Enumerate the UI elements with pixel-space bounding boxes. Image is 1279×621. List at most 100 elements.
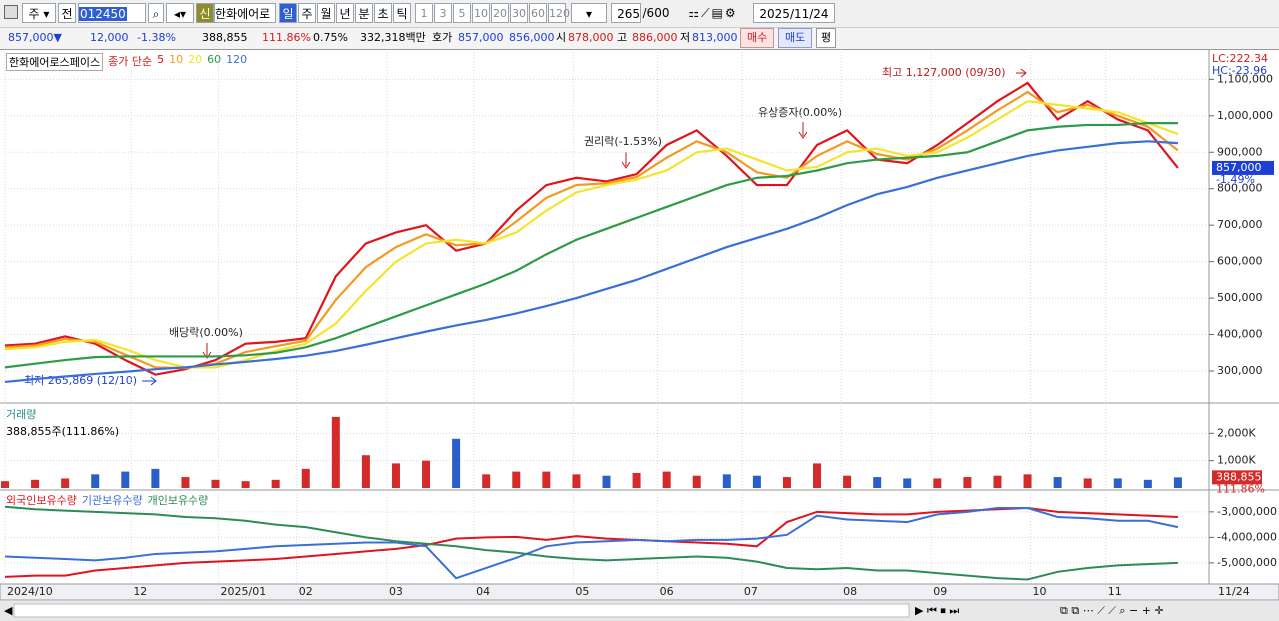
- price-tag: [1212, 160, 1274, 175]
- tool-icons[interactable]: ⚏⟋▤⚙: [688, 6, 738, 20]
- annotation-arrow: [202, 343, 212, 359]
- scroll-track[interactable]: [13, 603, 910, 618]
- text: 2025/11/24: [759, 7, 829, 21]
- bar: [482, 474, 491, 488]
- bar: [843, 475, 852, 488]
- bar: [301, 468, 310, 488]
- bid: 856,000: [509, 31, 555, 44]
- avg-button[interactable]: 평: [816, 28, 837, 48]
- bar: [602, 475, 611, 488]
- interval-button[interactable]: 5: [453, 3, 471, 23]
- name-input[interactable]: 한화에어로: [214, 3, 276, 23]
- volume-tag-ratio: 111.86%: [1216, 482, 1265, 495]
- period-button[interactable]: 월: [317, 3, 335, 23]
- legend-entry: 외국인보유수량: [6, 494, 77, 507]
- change-pct: -1.38%: [137, 31, 176, 44]
- period-select[interactable]: 주 ▾: [22, 3, 56, 23]
- date-input[interactable]: 2025/11/24 ▦: [753, 3, 835, 41]
- count-input[interactable]: 265: [611, 3, 641, 23]
- price-tag-label: 857,000: [1216, 161, 1262, 174]
- period-button[interactable]: 초: [374, 3, 392, 23]
- interval-button[interactable]: 10: [472, 3, 490, 23]
- bar: [632, 472, 641, 488]
- bar: [361, 455, 370, 488]
- tools[interactable]: ⧉ ⧉ ⋯ ⟋ ⟋ ⌕ − + ✛: [1060, 604, 1164, 617]
- period-button[interactable]: 분: [355, 3, 373, 23]
- period-button[interactable]: 주: [298, 3, 316, 23]
- volume-ratio: 111.86%: [262, 31, 311, 44]
- x-tick-label: 05: [575, 585, 589, 598]
- bar: [181, 477, 190, 488]
- period-button[interactable]: 년: [336, 3, 354, 23]
- y-tick-label: -5,000,000: [1217, 556, 1277, 569]
- chart-bg: [0, 49, 1279, 601]
- legend: 한화에어로스페이스 종가 단순 5 10 20 60 120: [6, 53, 247, 71]
- quote-bar: [0, 27, 1279, 50]
- bar: [873, 477, 882, 488]
- bar: [121, 471, 130, 488]
- interval-button[interactable]: 60: [529, 3, 547, 23]
- sell-button[interactable]: 매도: [778, 28, 813, 48]
- y-tick-label: 800,000: [1217, 182, 1263, 195]
- x-tick-label: 12: [133, 585, 147, 598]
- volume-tag: [1212, 470, 1262, 485]
- y-tick-label: -4,000,000: [1217, 530, 1277, 543]
- bar: [1113, 478, 1122, 488]
- bar: [61, 478, 70, 488]
- new-badge[interactable]: 신: [196, 3, 214, 23]
- icon[interactable]: [4, 5, 18, 19]
- sound-button[interactable]: ◂▾: [166, 3, 194, 23]
- volume: 388,855: [202, 31, 248, 44]
- bar: [271, 479, 280, 488]
- bar: [752, 475, 761, 488]
- bar: [722, 474, 731, 488]
- change: 12,000: [90, 31, 129, 44]
- annotation-arrow: [1016, 68, 1027, 78]
- bar: [1023, 474, 1032, 488]
- x-tick-label: 2025/01: [221, 585, 267, 598]
- x-tick-label: 11: [1108, 585, 1122, 598]
- legend-entry: 5: [157, 53, 165, 66]
- legend-entry: 20: [188, 53, 203, 66]
- series-line: [4, 100, 1179, 369]
- interval-button[interactable]: 120: [548, 3, 570, 23]
- y-tick-label: 300,000: [1217, 364, 1263, 377]
- text: 012450: [79, 7, 127, 21]
- x-tick-label: 07: [744, 585, 758, 598]
- high-label: 고: [617, 31, 628, 44]
- max-count: /600: [642, 6, 670, 20]
- prev-button[interactable]: 전: [58, 3, 76, 23]
- buy-button[interactable]: 매수: [740, 28, 775, 48]
- code-input[interactable]: 012450: [78, 3, 146, 23]
- bid-label: 호가: [432, 31, 453, 44]
- y-tick-label: 900,000: [1217, 145, 1263, 158]
- period-button[interactable]: 틱: [393, 3, 411, 23]
- interval-button[interactable]: 30: [510, 3, 528, 23]
- legend-entry: 120: [226, 53, 248, 66]
- interval-button[interactable]: 1: [415, 3, 433, 23]
- x-tick-label: 04: [476, 585, 490, 598]
- period-button[interactable]: 일: [279, 3, 297, 23]
- lc-label: LC:222.34: [1212, 52, 1268, 65]
- bar: [1143, 479, 1152, 488]
- y-tick-label: 2,000K: [1217, 426, 1256, 439]
- bar: [933, 478, 942, 488]
- bar: [391, 463, 400, 488]
- bar: [1083, 478, 1092, 488]
- bar: [241, 481, 250, 488]
- scroll-right[interactable]: ▶ ⏮ ⏹ ⏭: [915, 604, 959, 617]
- interval-button[interactable]: 20: [491, 3, 509, 23]
- bar: [903, 478, 912, 488]
- volume-tag-label: 388,855: [1216, 470, 1262, 483]
- scroll-left[interactable]: ◀: [4, 604, 13, 617]
- bar: [1173, 477, 1182, 488]
- low: 813,000: [692, 31, 738, 44]
- hc-label: HC:-23.96: [1212, 64, 1267, 77]
- interval-button[interactable]: 3: [434, 3, 452, 23]
- y-tick-label: 700,000: [1217, 218, 1263, 231]
- annotation: 권리락(-1.53%): [584, 135, 662, 148]
- search-button[interactable]: ⌕: [148, 3, 164, 23]
- y-tick-label: 400,000: [1217, 328, 1263, 341]
- dropdown[interactable]: ▾: [571, 3, 607, 23]
